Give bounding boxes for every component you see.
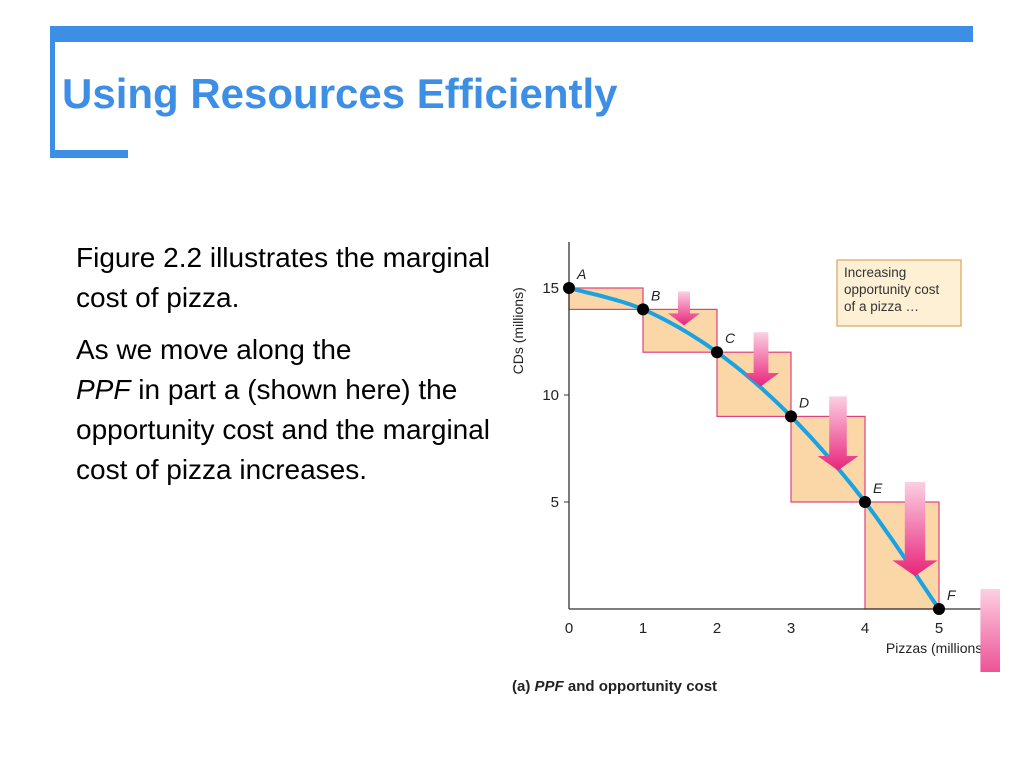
opportunity-cost-arrow: [742, 332, 780, 387]
point-label: E: [873, 480, 883, 496]
caption-rest: and opportunity cost: [567, 678, 718, 695]
opportunity-cost-arrow: [980, 589, 1000, 672]
ppf-point: [711, 346, 723, 359]
x-tick-label: 0: [565, 620, 573, 637]
annotation-box: [836, 259, 962, 327]
annotation-text: of a pizza …: [844, 299, 919, 314]
slide-body: Figure 2.2 illustrates the marginal cost…: [76, 238, 496, 502]
caption-prefix: (a): [512, 678, 531, 695]
ppf-point: [933, 603, 945, 615]
x-tick-label: 3: [787, 620, 795, 637]
accent-bar-bottom: [50, 150, 128, 158]
y-tick-label: 15: [542, 280, 559, 297]
opportunity-cost-arrow: [892, 482, 938, 576]
x-tick-label: 2: [713, 620, 721, 637]
paragraph-ppf-start: As we move along the: [76, 334, 352, 365]
ppf-point: [859, 496, 871, 508]
paragraph-ppf: As we move along the PPF in part a (shown…: [76, 330, 496, 490]
paragraph-ppf-end: in part a (shown here) the opportunity c…: [76, 374, 491, 485]
ppf-point: [785, 410, 797, 423]
point-label: A: [576, 266, 586, 282]
y-tick-label: 10: [542, 387, 559, 404]
accent-bar-left: [50, 26, 55, 158]
x-tick-label: 1: [639, 620, 647, 637]
ppf-curve: [567, 286, 941, 611]
y-tick-label: 5: [551, 494, 559, 511]
chart-caption: (a) PPF and opportunity cost: [512, 678, 717, 695]
ppf-chart: 0 1 2 3 4 5 5 10 15 Pizzas (millions) CDs (million…: [510, 242, 1000, 672]
annotation-text: opportunity cost: [844, 282, 940, 297]
slide-title: Using Resources Efficiently: [62, 70, 618, 117]
ppf-point: [637, 303, 649, 316]
ppf-point: [563, 282, 575, 294]
paragraph-figure: Figure 2.2 illustrates the marginal cost…: [76, 242, 490, 313]
opportunity-cost-arrow: [817, 396, 859, 471]
x-tick-label: 5: [935, 620, 943, 637]
ppf-term: PPF: [76, 374, 131, 405]
point-label: B: [651, 287, 660, 303]
point-label: D: [799, 394, 809, 410]
x-tick-label: 4: [861, 620, 869, 637]
caption-ppf: PPF: [534, 678, 564, 695]
x-axis-label: Pizzas (millions): [886, 640, 987, 656]
annotation-text: Increasing: [844, 265, 906, 280]
accent-bar-top: [50, 26, 973, 42]
y-axis-label: CDs (millions): [510, 287, 526, 374]
opportunity-cost-arrow: [668, 291, 700, 326]
point-label: F: [947, 587, 957, 603]
point-label: C: [725, 330, 736, 346]
